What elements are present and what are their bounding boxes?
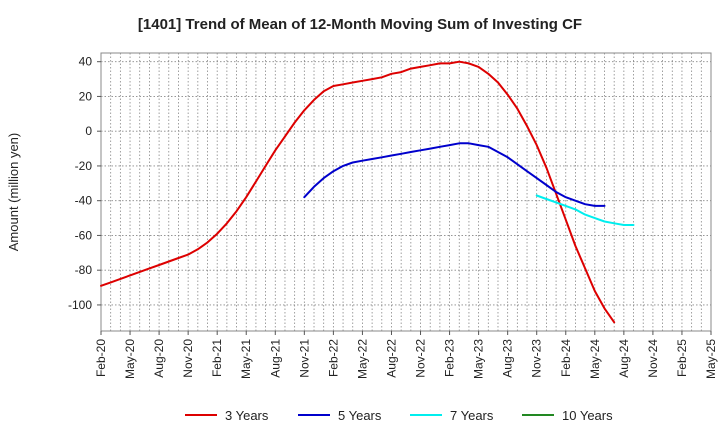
x-tick-label: Feb-21 — [210, 339, 224, 377]
legend-label-7-years: 7 Years — [450, 408, 494, 423]
x-tick-label: May-20 — [123, 339, 137, 379]
y-tick-label: -20 — [75, 159, 93, 173]
y-tick-label: -60 — [75, 228, 93, 242]
chart-title: [1401] Trend of Mean of 12-Month Moving … — [137, 16, 583, 33]
plot-area — [100, 52, 712, 332]
x-tick-label: Feb-25 — [675, 339, 689, 377]
x-tick-label: Feb-22 — [326, 339, 340, 377]
x-tick-label: May-21 — [239, 339, 253, 379]
x-tick-label: Nov-21 — [297, 339, 311, 378]
x-tick-label: May-22 — [355, 339, 369, 379]
y-tick-label: -80 — [75, 263, 93, 277]
x-tick-label: May-23 — [472, 339, 486, 379]
y-tick-label: 0 — [85, 124, 92, 138]
x-tick-label: Nov-22 — [414, 339, 428, 378]
x-tick-label: Aug-21 — [268, 339, 282, 378]
y-axis-label: Amount (million yen) — [6, 133, 21, 252]
x-tick-label: Aug-23 — [501, 339, 515, 378]
y-tick-label: -100 — [68, 298, 92, 312]
legend-label-10-years: 10 Years — [562, 408, 613, 423]
series-line-5-years — [303, 142, 606, 207]
x-tick-label: Nov-24 — [646, 339, 660, 378]
y-tick-label: 20 — [79, 89, 93, 103]
x-tick-label: Aug-22 — [384, 339, 398, 378]
x-tick-label: Aug-20 — [152, 339, 166, 378]
x-tick-label: Feb-23 — [443, 339, 457, 377]
x-tick-label: Aug-24 — [617, 339, 631, 378]
y-tick-label: -40 — [75, 194, 93, 208]
legend-label-5-years: 5 Years — [338, 408, 382, 423]
x-tick-label: Nov-23 — [530, 339, 544, 378]
x-tick-label: Feb-24 — [559, 339, 573, 377]
y-tick-label: 40 — [79, 55, 93, 69]
series-line-3-years — [100, 60, 616, 324]
legend-label-3-years: 3 Years — [225, 408, 269, 423]
series-line-7-years — [535, 194, 635, 226]
x-tick-label: May-25 — [704, 339, 718, 379]
x-tick-label: Nov-20 — [181, 339, 195, 378]
x-tick-label: May-24 — [588, 339, 602, 379]
x-tick-label: Feb-20 — [94, 339, 108, 377]
